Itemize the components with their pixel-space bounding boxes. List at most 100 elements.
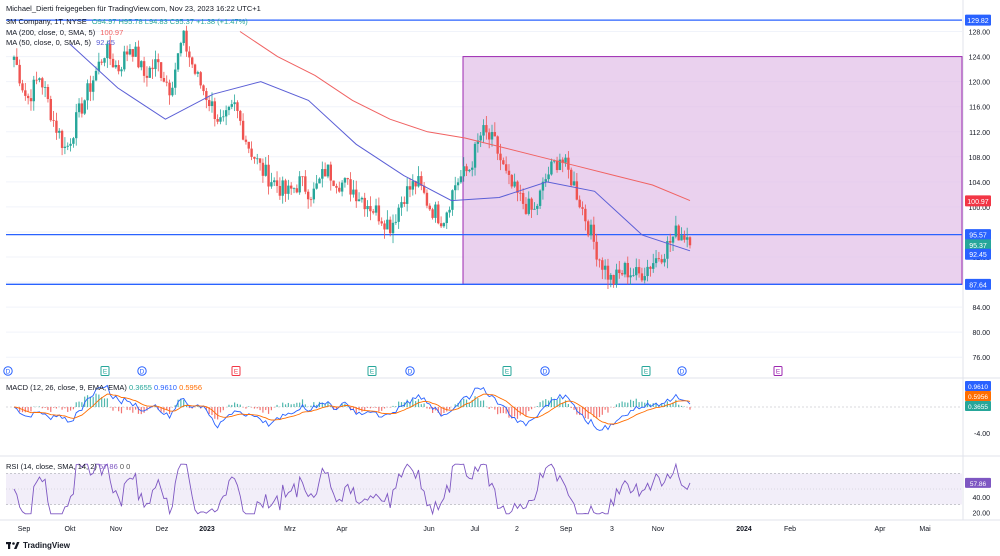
earnings-marker xyxy=(502,366,512,376)
price-tick-label: 120.00 xyxy=(969,80,991,87)
earnings-marker xyxy=(641,366,651,376)
dividend-marker xyxy=(3,366,13,376)
rsi-tick-label: 40.00 xyxy=(972,495,990,502)
candle-body xyxy=(541,181,545,191)
candle-body xyxy=(513,181,516,187)
candle-body xyxy=(18,64,21,84)
candle-body xyxy=(114,65,118,68)
signal-line xyxy=(13,393,691,425)
candle-body xyxy=(236,102,239,111)
macd-pane xyxy=(0,377,1000,431)
candle-body xyxy=(123,51,126,70)
macd-legend[interactable]: MACD (12, 26, close, 9, EMA, EMA) 0.3655… xyxy=(6,383,203,392)
candle-body xyxy=(15,56,19,65)
candle-body xyxy=(338,187,341,192)
candle-body xyxy=(677,225,680,241)
earnings-marker xyxy=(231,366,241,376)
ma50-legend[interactable]: MA (50, close, 0, SMA, 5) 92.45 xyxy=(6,38,115,47)
candle-body xyxy=(504,164,508,171)
price-tick-label: 116.00 xyxy=(969,105,990,112)
candle-body xyxy=(142,61,146,76)
candle-body xyxy=(635,267,638,276)
candle-body xyxy=(224,110,228,117)
candle-body xyxy=(442,223,446,227)
candle-body xyxy=(264,164,267,176)
candle-body xyxy=(397,207,400,222)
candle-body xyxy=(561,159,564,163)
price-badge xyxy=(965,239,991,251)
candle-body xyxy=(632,275,635,277)
candle-body xyxy=(425,192,429,206)
event-marker-label: E xyxy=(103,369,108,376)
moving-averages xyxy=(69,31,691,252)
candle-body xyxy=(261,162,265,176)
candle-body xyxy=(329,164,332,181)
dividend-marker xyxy=(137,366,147,376)
candle-body xyxy=(462,166,465,177)
time-tick-label: Dez xyxy=(156,526,169,533)
candle-body xyxy=(213,101,217,120)
candle-body xyxy=(431,209,434,218)
price-badge xyxy=(965,248,991,260)
candle-body xyxy=(558,159,562,171)
candle-body xyxy=(657,258,661,260)
candle-body xyxy=(516,181,519,193)
time-tick-label: Apr xyxy=(875,526,887,533)
price-axis: 128.00 124.00 120.00 116.00 112.00 108.00 104.… xyxy=(962,0,991,520)
candle-body xyxy=(287,185,290,194)
dividend-marker xyxy=(677,366,687,376)
tradingview-footer[interactable]: TradingView xyxy=(6,541,70,550)
candle-body xyxy=(360,197,364,200)
candle-body xyxy=(253,156,256,159)
candle-body xyxy=(454,185,457,191)
candle-body xyxy=(281,180,284,196)
candle-body xyxy=(26,95,30,99)
candle-body xyxy=(171,87,174,96)
candle-body xyxy=(134,46,137,57)
candle-body xyxy=(63,146,67,148)
candle-body xyxy=(244,139,248,142)
candle-body xyxy=(490,132,494,140)
candle-body xyxy=(352,189,355,195)
target-rectangle xyxy=(462,56,963,285)
candle-body xyxy=(626,262,629,278)
candle-body xyxy=(612,274,615,285)
candle-body xyxy=(363,197,366,210)
macd-badge xyxy=(965,391,991,401)
candle-body xyxy=(216,119,219,122)
candle-body xyxy=(32,79,35,102)
symbol-name[interactable]: 3M Company, 1T, NYSE xyxy=(6,17,87,26)
candle-body xyxy=(428,205,431,210)
time-tick-label: Nov xyxy=(652,526,665,533)
candle-body xyxy=(629,275,632,278)
candle-body xyxy=(459,176,463,183)
price-tick-label: 104.00 xyxy=(969,180,991,187)
candle-body xyxy=(174,69,177,88)
macd-badge-label: 0.9610 xyxy=(968,384,988,391)
candle-body xyxy=(496,136,499,154)
price-badge xyxy=(965,195,991,207)
candle-body xyxy=(536,205,539,209)
candle-body xyxy=(601,260,604,270)
event-marker-label: E xyxy=(234,369,239,376)
ma200-legend[interactable]: MA (200, close, 0, SMA, 5) 100.97 xyxy=(6,28,124,37)
candle-body xyxy=(80,103,84,114)
candle-body xyxy=(309,199,313,201)
candle-body xyxy=(193,64,197,74)
candle-body xyxy=(383,223,386,230)
candle-body xyxy=(120,69,123,72)
event-marker-label: E xyxy=(644,369,649,376)
candle-body xyxy=(609,274,613,280)
candle-body xyxy=(374,205,378,213)
price-badge-label: 92.45 xyxy=(969,252,987,259)
rsi-legend[interactable]: RSI (14, close, SMA, 14, 2) 57.86 0 0 xyxy=(6,462,131,471)
rsi-badge xyxy=(965,477,991,488)
time-tick-label: Mai xyxy=(919,526,931,533)
time-tick-label: Jun xyxy=(423,526,434,533)
time-tick-label: Apr xyxy=(337,526,349,533)
event-marker-label: D xyxy=(408,369,413,376)
candle-body xyxy=(227,106,231,111)
candle-body xyxy=(465,166,468,172)
candle-body xyxy=(103,58,106,63)
